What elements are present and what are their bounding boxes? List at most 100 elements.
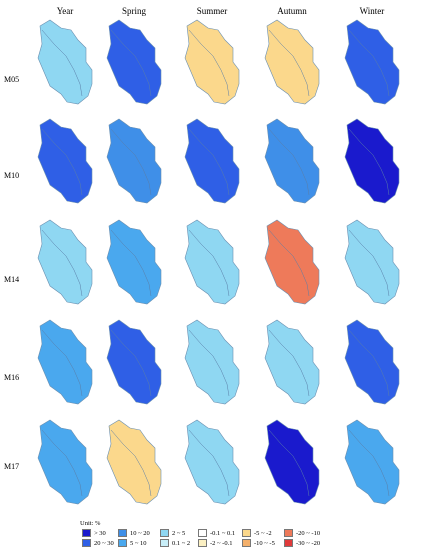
map-m05-year — [34, 18, 98, 106]
legend-label: 10 ~ 20 — [130, 529, 150, 537]
basin-fill — [344, 219, 400, 305]
legend-swatch — [118, 539, 127, 547]
river-line — [110, 229, 152, 297]
basin-fill — [37, 118, 93, 204]
map-m17-autumn — [261, 418, 325, 506]
row-header-m14: M14 — [4, 275, 20, 284]
river-line — [41, 29, 83, 97]
basin-fill — [264, 19, 320, 105]
legend-item: -30 ~ -20 — [284, 539, 320, 547]
row-header-m05: M05 — [4, 75, 20, 84]
basin-fill — [184, 219, 240, 305]
legend-item: 20 ~ 30 — [82, 539, 114, 547]
column-header-spring: Spring — [121, 6, 146, 16]
river-line — [188, 429, 230, 497]
river-line — [348, 429, 390, 497]
basin-fill — [37, 319, 93, 405]
legend-swatch — [284, 529, 293, 537]
basin-fill — [106, 19, 162, 105]
basin-fill — [264, 118, 320, 204]
river-line — [188, 29, 230, 97]
legend-swatch — [198, 539, 207, 547]
map-m16-winter — [341, 318, 405, 406]
map-m14-winter — [341, 218, 405, 306]
river-line — [348, 128, 390, 196]
map-m10-spring — [103, 117, 167, 205]
legend-item: 10 ~ 20 — [118, 529, 150, 537]
legend-swatch — [198, 529, 207, 537]
river-line — [268, 128, 310, 196]
row-header-m16: M16 — [4, 373, 20, 382]
river-line — [268, 229, 310, 297]
river-line — [268, 429, 310, 497]
basin-fill — [37, 419, 93, 505]
map-m17-spring — [103, 418, 167, 506]
legend-item: -20 ~ -10 — [284, 529, 320, 537]
river-line — [268, 329, 310, 397]
column-header-year: Year — [56, 6, 74, 16]
legend: Unit: % > 30 20 ~ 30 10 ~ 20 5 ~ 10 2 ~ 5 0.1… — [80, 520, 420, 550]
basin-fill — [37, 19, 93, 105]
row-header-m17: M17 — [4, 462, 20, 471]
legend-item: -0.1 ~ 0.1 — [198, 529, 235, 537]
legend-item: 0.1 ~ 2 — [160, 539, 190, 547]
river-line — [188, 128, 230, 196]
legend-swatch — [160, 529, 169, 537]
map-m14-summer — [181, 218, 245, 306]
column-header-summer: Summer — [196, 6, 228, 16]
map-m16-spring — [103, 318, 167, 406]
legend-swatch — [118, 529, 127, 537]
map-m10-winter — [341, 117, 405, 205]
basin-fill — [184, 319, 240, 405]
legend-swatch — [242, 529, 251, 537]
river-line — [110, 329, 152, 397]
map-m10-year — [34, 117, 98, 205]
legend-swatch — [160, 539, 169, 547]
basin-fill — [184, 419, 240, 505]
map-m10-autumn — [261, 117, 325, 205]
map-m14-spring — [103, 218, 167, 306]
river-line — [110, 429, 152, 497]
basin-fill — [344, 118, 400, 204]
legend-item: 2 ~ 5 — [160, 529, 185, 537]
legend-label: -30 ~ -20 — [296, 539, 321, 547]
basin-fill — [106, 118, 162, 204]
basin-fill — [106, 419, 162, 505]
legend-label: -10 ~ -5 — [254, 539, 275, 547]
legend-swatch — [82, 539, 91, 547]
river-line — [41, 429, 83, 497]
basin-fill — [37, 219, 93, 305]
legend-label: -20 ~ -10 — [296, 529, 321, 537]
legend-label: 2 ~ 5 — [172, 529, 186, 537]
legend-label: 5 ~ 10 — [130, 539, 147, 547]
basin-fill — [184, 118, 240, 204]
basin-fill — [106, 219, 162, 305]
map-m14-autumn — [261, 218, 325, 306]
map-m16-year — [34, 318, 98, 406]
legend-item: -10 ~ -5 — [242, 539, 275, 547]
legend-item: > 30 — [82, 529, 106, 537]
map-m17-winter — [341, 418, 405, 506]
river-line — [41, 128, 83, 196]
map-m17-summer — [181, 418, 245, 506]
basin-fill — [264, 219, 320, 305]
legend-label: -2 ~ -0.1 — [210, 539, 233, 547]
basin-fill — [344, 19, 400, 105]
map-m16-summer — [181, 318, 245, 406]
legend-label: > 30 — [94, 529, 106, 537]
map-m16-autumn — [261, 318, 325, 406]
river-line — [41, 329, 83, 397]
map-m14-year — [34, 218, 98, 306]
legend-label: 20 ~ 30 — [94, 539, 114, 547]
river-line — [268, 29, 310, 97]
river-line — [348, 29, 390, 97]
legend-item: -5 ~ -2 — [242, 529, 272, 537]
legend-swatch — [82, 529, 91, 537]
map-m10-summer — [181, 117, 245, 205]
river-line — [188, 329, 230, 397]
river-line — [348, 329, 390, 397]
row-header-m10: M10 — [4, 171, 20, 180]
basin-fill — [106, 319, 162, 405]
legend-label: -5 ~ -2 — [254, 529, 272, 537]
